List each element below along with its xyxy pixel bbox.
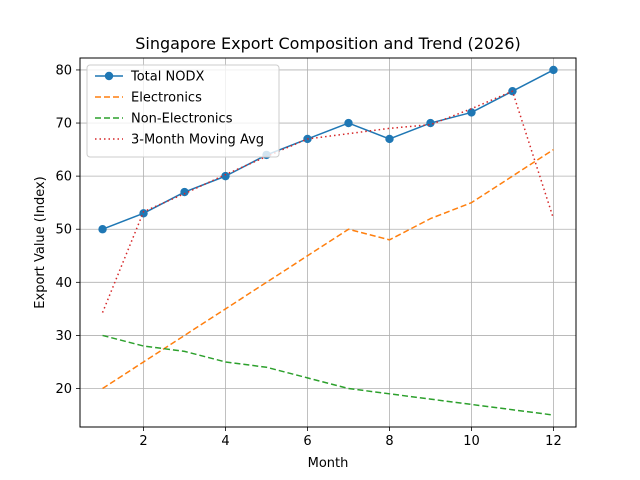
legend-marker: [104, 71, 114, 81]
legend-item: Electronics: [95, 91, 202, 106]
x-axis-ticks: 2 4 6 8 10 12: [139, 427, 562, 449]
x-tick-label: 12: [545, 434, 562, 449]
legend: Total NODX Electronics Non-Electronics 3-Mo…: [86, 64, 280, 158]
plot-frame: [79, 57, 577, 428]
legend-item: Non-Electronics: [95, 112, 233, 127]
chart-title: Singapore Export Composition and Trend (…: [135, 34, 521, 53]
y-tick-label: 40: [55, 276, 72, 291]
y-tick-label: 60: [55, 170, 72, 185]
legend-label: Non-Electronics: [131, 112, 233, 127]
series-electronics: [102, 148, 554, 390]
y-tick-label: 80: [55, 63, 72, 78]
y-tick-label: 30: [55, 329, 72, 344]
data-point: [139, 209, 148, 218]
data-point: [385, 134, 394, 144]
x-tick-label: 4: [221, 434, 229, 449]
x-axis-label: Month: [308, 456, 349, 471]
legend-label: Total NODX: [130, 70, 204, 85]
series-non-electronics: [102, 334, 554, 416]
y-tick-label: 70: [55, 117, 72, 132]
y-tick-label: 20: [55, 382, 72, 397]
legend-item: Total NODX: [95, 70, 204, 85]
y-axis-label: Export Value (Index): [33, 176, 48, 308]
x-tick-label: 2: [139, 434, 147, 449]
series-line: [102, 69, 554, 230]
series-line: [101, 90, 555, 313]
x-tick-label: 8: [385, 434, 393, 449]
x-tick-label: 10: [463, 434, 480, 449]
legend-box: [86, 64, 280, 158]
series-line: [102, 148, 554, 390]
series-line: [102, 334, 554, 416]
data-point: [180, 187, 189, 197]
series-layer: [98, 65, 558, 416]
data-point: [549, 65, 558, 75]
y-axis-ticks: 20 30 40 50 60 70 80: [55, 63, 80, 397]
series-3-month-moving-avg: [101, 90, 555, 313]
data-point: [344, 118, 353, 128]
data-point: [467, 108, 476, 117]
x-tick-label: 6: [303, 434, 311, 449]
y-tick-label: 50: [55, 223, 72, 238]
legend-label: Electronics: [131, 91, 202, 106]
data-point: [98, 225, 107, 234]
data-point: [221, 171, 230, 181]
legend-item: 3-Month Moving Avg: [95, 133, 264, 148]
legend-label: 3-Month Moving Avg: [131, 133, 264, 148]
